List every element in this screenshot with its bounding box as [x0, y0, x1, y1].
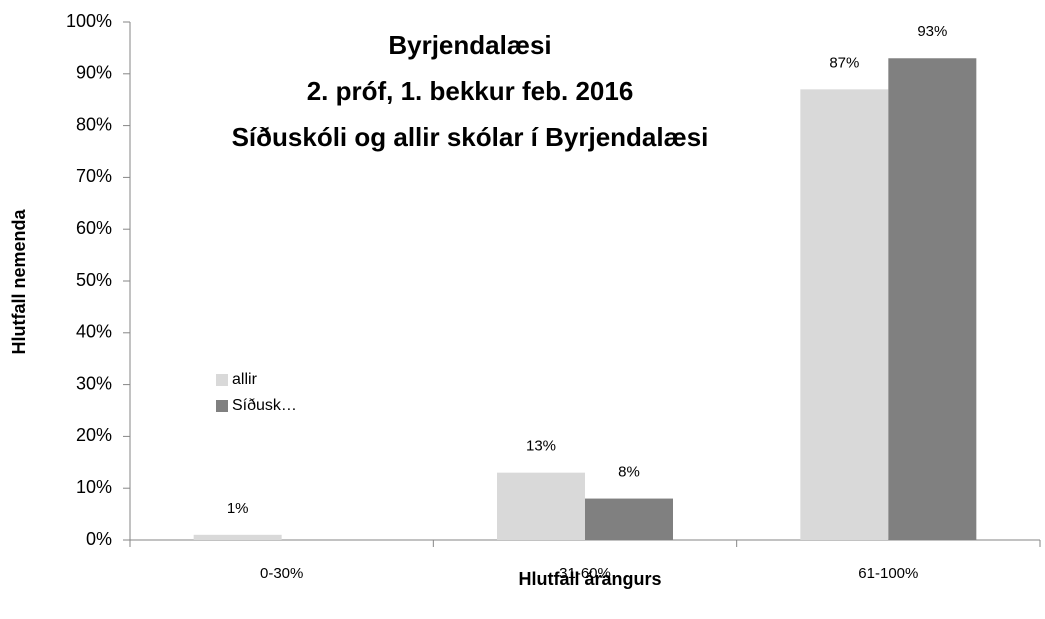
bar — [193, 534, 282, 540]
data-label: 1% — [227, 500, 249, 517]
x-tick-label: 31-60% — [559, 565, 611, 582]
legend-label: Síðusk… — [232, 397, 297, 414]
chart-title: 2. próf, 1. bekkur feb. 2016 — [307, 76, 634, 106]
bar — [585, 498, 673, 540]
data-label: 8% — [618, 464, 640, 481]
y-tick-label: 30% — [76, 373, 112, 393]
y-tick-label: 70% — [76, 166, 112, 186]
y-tick-label: 80% — [76, 114, 112, 134]
legend-swatch — [216, 374, 228, 386]
y-tick-label: 0% — [86, 529, 112, 549]
y-tick-label: 90% — [76, 63, 112, 83]
bar — [800, 89, 889, 540]
y-tick-label: 10% — [76, 477, 112, 497]
data-label: 93% — [917, 23, 947, 40]
chart-title: Byrjendalæsi — [388, 30, 551, 60]
x-tick-label: 0-30% — [260, 565, 303, 582]
y-tick-label: 100% — [66, 11, 112, 31]
x-tick-label: 61-100% — [858, 565, 918, 582]
y-tick-label: 50% — [76, 270, 112, 290]
legend-swatch — [216, 400, 228, 412]
legend-label: allir — [232, 371, 258, 388]
x-axis-label: Hlutfall árangurs — [518, 569, 661, 589]
chart-title: Síðuskóli og allir skólar í Byrjendalæsi — [232, 122, 709, 152]
y-axis-label: Hlutfall nemenda — [9, 209, 29, 355]
bar — [888, 58, 977, 540]
y-tick-label: 60% — [76, 218, 112, 238]
data-label: 87% — [829, 54, 859, 71]
y-tick-label: 20% — [76, 425, 112, 445]
y-tick-label: 40% — [76, 322, 112, 342]
data-label: 13% — [526, 438, 556, 455]
bar — [497, 472, 585, 540]
